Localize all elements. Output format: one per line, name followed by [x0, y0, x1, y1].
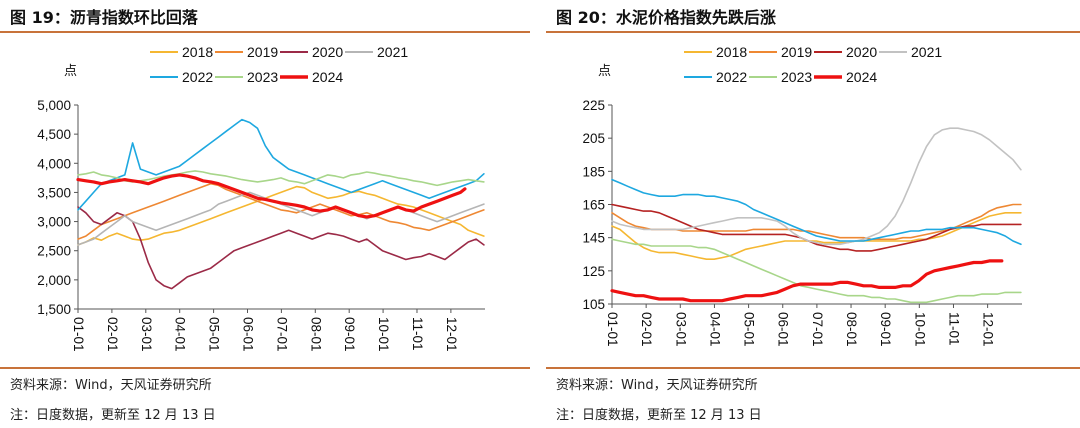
legend-item-2023: 2023: [215, 69, 278, 85]
x-tick-label: 07-01: [810, 312, 825, 347]
y-tick-label: 4,000: [37, 156, 71, 171]
y-tick-label: 5,000: [37, 98, 71, 113]
series-line-2019: [611, 203, 1022, 241]
x-tick-label: 05-01: [207, 317, 222, 352]
legend-item-2024: 2024: [814, 69, 877, 85]
x-tick-label: 03-01: [139, 317, 154, 352]
legend-item-2024: 2024: [280, 69, 343, 85]
legend-label: 2022: [182, 69, 213, 85]
update-note: 注：日度数据，更新至 12 月 13 日: [556, 408, 762, 423]
series-line-2023: [611, 238, 1022, 304]
legend-label: 2023: [247, 69, 278, 85]
series-line-2023: [77, 170, 485, 187]
series-line-2020: [611, 203, 1022, 252]
series-line-2021: [611, 127, 1022, 246]
legend-item-2018: 2018: [150, 44, 213, 60]
x-tick-label: 11-01: [410, 317, 425, 351]
x-tick-label: 08-01: [308, 317, 323, 352]
x-tick-label: 10-01: [912, 312, 927, 347]
x-tick-label: 10-01: [376, 317, 391, 352]
legend-label: 2019: [781, 44, 812, 60]
footer-divider: [0, 367, 530, 369]
y-tick-label: 225: [582, 98, 605, 113]
source-note: 资料来源：Wind，天风证券研究所: [556, 378, 758, 393]
series-line-2020: [77, 206, 485, 290]
series-line-2022: [611, 178, 1022, 246]
x-tick-label: 02-01: [105, 317, 120, 352]
legend-label: 2018: [716, 44, 747, 60]
legend-label: 2021: [911, 44, 942, 60]
legend-label: 2020: [846, 44, 877, 60]
x-tick-label: 11-01: [946, 312, 961, 346]
series-line-2019: [77, 182, 485, 240]
legend-item-2022: 2022: [150, 69, 213, 85]
y-tick-label: 1,500: [37, 302, 71, 317]
x-tick-label: 05-01: [742, 312, 757, 347]
x-tick-label: 07-01: [274, 317, 289, 352]
x-tick-label: 01-01: [605, 312, 620, 347]
legend-item-2020: 2020: [814, 44, 877, 60]
y-tick-label: 4,500: [37, 127, 71, 142]
asphalt-index-figure: 图 19：沥青指数环比回落 2018 2019 2020 2021 2022 2023 20…: [0, 0, 530, 428]
x-tick-label: 06-01: [240, 317, 255, 352]
y-tick-label: 105: [582, 297, 605, 312]
legend-item-2018: 2018: [684, 44, 747, 60]
source-note: 资料来源：Wind，天风证券研究所: [10, 378, 212, 393]
x-tick-label: 03-01: [673, 312, 688, 347]
legend-item-2023: 2023: [749, 69, 812, 85]
y-unit-label: 点: [64, 64, 77, 79]
legend-label: 2019: [247, 44, 278, 60]
title-divider: [0, 31, 530, 33]
series-line-2024: [76, 173, 467, 219]
x-tick-label: 04-01: [707, 312, 722, 347]
footer-divider: [546, 367, 1080, 369]
legend-label: 2018: [182, 44, 213, 60]
legend-item-2019: 2019: [215, 44, 278, 60]
figure-title: 图 19：沥青指数环比回落: [10, 8, 198, 27]
y-tick-label: 125: [582, 264, 605, 279]
y-tick-label: 3,500: [37, 185, 71, 200]
series-line-2018: [611, 212, 1022, 260]
legend-label: 2024: [846, 69, 877, 85]
x-tick-label: 08-01: [844, 312, 859, 347]
legend-item-2022: 2022: [684, 69, 747, 85]
legend-item-2021: 2021: [345, 44, 408, 60]
series-line-2024: [610, 259, 1004, 303]
y-tick-label: 2,500: [37, 244, 71, 259]
legend-label: 2020: [312, 44, 343, 60]
y-tick-label: 205: [582, 131, 605, 146]
legend-label: 2021: [377, 44, 408, 60]
x-tick-label: 12-01: [981, 312, 996, 347]
x-tick-label: 06-01: [776, 312, 791, 347]
y-tick-label: 185: [582, 164, 605, 179]
x-tick-label: 04-01: [173, 317, 188, 352]
cement-index-figure: 图 20：水泥价格指数先跌后涨 2018 2019 2020 2021 2022 2023…: [546, 0, 1080, 428]
legend-item-2021: 2021: [879, 44, 942, 60]
x-tick-label: 09-01: [878, 312, 893, 347]
asphalt-line-chart: 2018 2019 2020 2021 2022 2023 2024 点 1,500 2,000 2…: [37, 44, 485, 352]
update-note: 注：日度数据，更新至 12 月 13 日: [10, 408, 216, 423]
legend-item-2020: 2020: [280, 44, 343, 60]
y-tick-label: 145: [582, 231, 605, 246]
title-divider: [546, 31, 1080, 33]
x-tick-label: 01-01: [71, 317, 86, 352]
legend-label: 2023: [781, 69, 812, 85]
y-tick-label: 165: [582, 198, 605, 213]
legend-item-2019: 2019: [749, 44, 812, 60]
y-unit-label: 点: [598, 64, 611, 79]
series-line-2022: [77, 118, 485, 211]
x-tick-label: 02-01: [639, 312, 654, 347]
legend-label: 2024: [312, 69, 343, 85]
legend-label: 2022: [716, 69, 747, 85]
x-tick-label: 12-01: [444, 317, 459, 352]
y-tick-label: 3,000: [37, 215, 71, 230]
figure-title: 图 20：水泥价格指数先跌后涨: [556, 8, 776, 27]
cement-line-chart: 2018 2019 2020 2021 2022 2023 2024 点 105 125 145 16…: [582, 44, 1022, 347]
x-tick-label: 09-01: [342, 317, 357, 352]
y-tick-label: 2,000: [37, 273, 71, 288]
